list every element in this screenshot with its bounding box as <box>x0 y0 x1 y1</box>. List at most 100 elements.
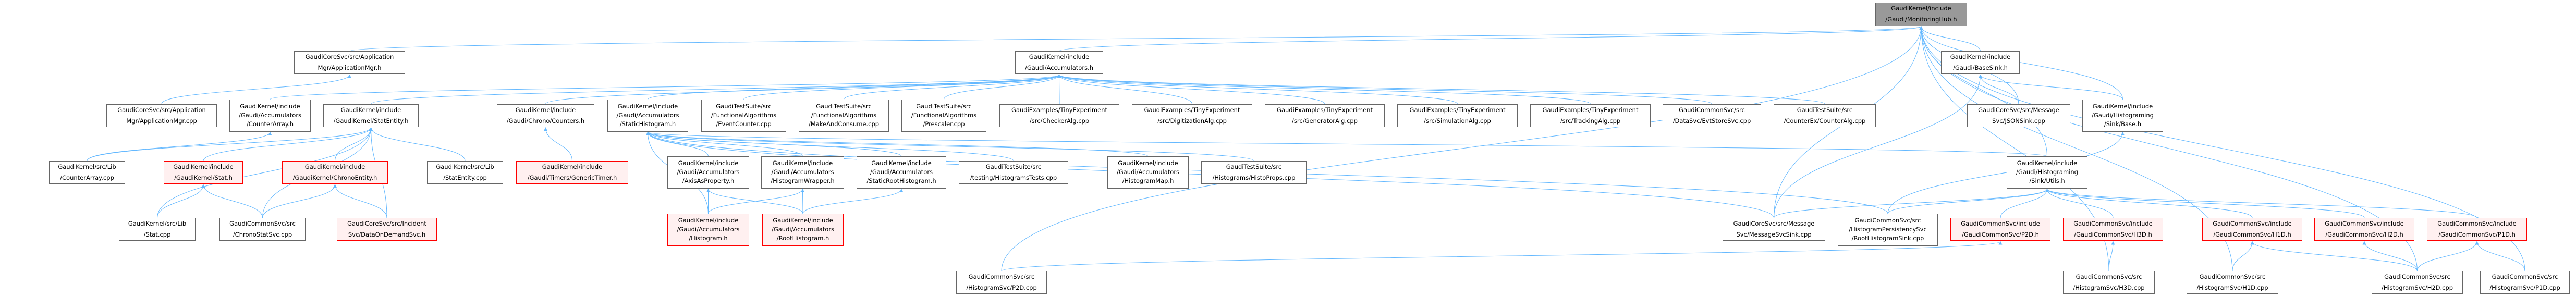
graph-node-basesink[interactable]: GaudiKernel/include/Gaudi/BaseSink.h <box>1941 51 2020 75</box>
graph-node-simulation[interactable]: GaudiExamples/TinyExperiment/src/Simulat… <box>1397 104 1518 127</box>
node-label-line: GaudiTestSuite/src <box>1226 163 1282 170</box>
node-label-line: /Gaudi/Accumulators <box>771 226 835 233</box>
graph-node-sinkbase[interactable]: GaudiKernel/include/Gaudi/Histograming/S… <box>2082 99 2163 132</box>
edge-simulation-to-acc <box>1057 74 1458 104</box>
graph-node-p1dcpp[interactable]: GaudiCommonSvc/src/HistogramSvc/P1D.cpp <box>2480 271 2570 294</box>
node-label-line: GaudiKernel/src/Lib <box>128 220 187 228</box>
node-label-line: /ChronoStatSvc.cpp <box>233 231 292 239</box>
graph-node-jsonsink[interactable]: GaudiCoreSvc/src/Message Svc/JSONSink.cpp <box>1967 104 2070 127</box>
graph-node-generator[interactable]: GaudiExamples/TinyExperiment/src/Generat… <box>1265 104 1385 127</box>
node-label-line: /Gaudi/Accumulators <box>677 168 740 176</box>
node-label-line: /HistogramPersistencySvc <box>1849 226 1927 233</box>
node-label-line: /Gaudi/BaseSink.h <box>1953 64 2008 72</box>
node-label-line: GaudiTestSuite/src <box>1797 106 1853 114</box>
graph-node-h1dcpp[interactable]: GaudiCommonSvc/src/HistogramSvc/H1D.cpp <box>2187 271 2278 294</box>
node-label-line: GaudiKernel/include <box>871 159 932 167</box>
graph-node-h2dh[interactable]: GaudiCommonSvc/include/GaudiCommonSvc/H2… <box>2314 218 2414 241</box>
edge-counteralg-to-acc <box>1057 74 1825 104</box>
graph-node-roothisth[interactable]: GaudiKernel/include/Gaudi/Accumulators/R… <box>762 214 844 246</box>
edge-basesink-to-hub <box>1919 26 1981 52</box>
graph-node-appmgrcpp[interactable]: GaudiCoreSvc/src/Application Mgr/Applicat… <box>106 104 217 127</box>
graph-node-staticroot[interactable]: GaudiKernel/include/Gaudi/Accumulators/S… <box>857 156 946 189</box>
node-label-line: GaudiKernel/include <box>1950 53 2011 61</box>
graph-node-dataondemand[interactable]: GaudiCoreSvc/src/Incident Svc/DataOnDeman… <box>337 218 437 241</box>
node-label-line: /FunctionalAlgorithms <box>711 112 777 119</box>
node-label-line: /AxisAsProperty.h <box>682 177 735 185</box>
edge-h1dcpp-to-h1dh <box>2232 241 2254 271</box>
node-label-line: GaudiKernel/include <box>173 163 234 170</box>
node-label-line: GaudiTestSuite/src <box>985 163 1042 170</box>
node-label-line: /HistogramSvc/H2D.cpp <box>2381 284 2453 292</box>
node-label-line: GaudiCommonSvc/include <box>2073 220 2153 228</box>
node-label-line: /EventCounter.cpp <box>716 120 772 128</box>
graph-node-rootsink[interactable]: GaudiCommonSvc/src/HistogramPersistencyS… <box>1838 214 1938 246</box>
edge-digit-to-acc <box>1057 74 1192 104</box>
edge-h3dh-to-sinkutils <box>2045 189 2114 218</box>
graph-node-chronoentity[interactable]: GaudiKernel/include/GaudiKernel/ChronoEn… <box>282 160 388 184</box>
node-label-line: /CounterArray.h <box>246 120 294 128</box>
graph-node-counterarraycpp[interactable]: GaudiKernel/src/Lib/CounterArray.cpp <box>49 160 125 184</box>
node-label-line: /GaudiCommonSvc/H3D.h <box>2074 231 2152 239</box>
node-label-line: GaudiKernel/include <box>773 217 833 225</box>
node-label-line: GaudiExamples/TinyExperiment <box>1277 106 1373 114</box>
edge-eventcounter-to-acc <box>743 74 1061 100</box>
graph-node-histtests[interactable]: GaudiTestSuite/src/testing/HistogramsTes… <box>959 160 1068 184</box>
edge-generator-to-acc <box>1057 74 1325 104</box>
graph-node-statentitycpp[interactable]: GaudiKernel/src/Lib/StatEntity.cpp <box>427 160 503 184</box>
node-label-line: /src/TrackingAlg.cpp <box>1560 117 1621 125</box>
graph-node-counteralg[interactable]: GaudiTestSuite/src/CounterEx/CounterAlg.… <box>1774 104 1876 127</box>
graph-node-evtstore[interactable]: GaudiCommonSvc/src/DataSvc/EvtStoreSvc.c… <box>1663 104 1761 127</box>
node-label-line: GaudiCommonSvc/src <box>2492 273 2558 281</box>
edge-makeconsume-to-acc <box>844 74 1061 100</box>
graph-node-h3dh[interactable]: GaudiCommonSvc/include/GaudiCommonSvc/H3… <box>2063 218 2163 241</box>
node-label-line: /Gaudi/Histograming <box>2016 168 2078 176</box>
node-label-line: GaudiCommonSvc/include <box>1961 220 2040 228</box>
node-label-line: /GaudiCommonSvc/H2D.h <box>2325 231 2403 239</box>
graph-node-counterarrayh[interactable]: GaudiKernel/include/Gaudi/Accumulators/C… <box>229 99 311 132</box>
graph-node-msgsink[interactable]: GaudiCoreSvc/src/Message Svc/MessageSvcSi… <box>1723 218 1825 241</box>
edge-sinkbase-to-basesink <box>1979 74 2123 100</box>
graph-node-hub[interactable]: GaudiKernel/include/Gaudi/MonitoringHub.… <box>1875 2 1967 26</box>
graph-node-histmap[interactable]: GaudiKernel/include/Gaudi/Accumulators/H… <box>1107 156 1189 189</box>
graph-node-tracking[interactable]: GaudiExamples/TinyExperiment/src/Trackin… <box>1530 104 1651 127</box>
graph-node-h2dcpp[interactable]: GaudiCommonSvc/src/HistogramSvc/H2D.cpp <box>2372 271 2463 294</box>
edge-statichist-to-acc <box>648 74 1061 100</box>
node-label-line: /GaudiCommonSvc/H1D.h <box>2213 231 2291 239</box>
graph-node-histwrapper[interactable]: GaudiKernel/include/Gaudi/Accumulators/H… <box>761 156 844 189</box>
graph-node-stath[interactable]: GaudiKernel/include/GaudiKernel/Stat.h <box>164 160 243 184</box>
node-label-line: /Gaudi/Accumulators.h <box>1024 64 1094 72</box>
edge-roothisth-to-staticroot <box>802 189 904 214</box>
graph-node-h3dcpp[interactable]: GaudiCommonSvc/src/HistogramSvc/H3D.cpp <box>2063 271 2155 294</box>
graph-node-statcpp[interactable]: GaudiKernel/src/Lib/Stat.cpp <box>119 218 196 241</box>
graph-node-eventcounter[interactable]: GaudiTestSuite/src/FunctionalAlgorithms /… <box>701 99 786 132</box>
graph-node-p2dh[interactable]: GaudiCommonSvc/include/GaudiCommonSvc/P2… <box>1950 218 2050 241</box>
graph-node-appmgrh[interactable]: GaudiCoreSvc/src/Application Mgr/Applicat… <box>294 51 405 75</box>
graph-node-digit[interactable]: GaudiExamples/TinyExperiment/src/Digitiz… <box>1132 104 1252 127</box>
graph-node-axisprop[interactable]: GaudiKernel/include/Gaudi/Accumulators/A… <box>667 156 749 189</box>
edge-msgsink-to-basesink <box>1774 74 1982 218</box>
edge-msgsink-to-sinkutils <box>1774 189 2049 218</box>
graph-node-histoprops[interactable]: GaudiTestSuite/src/Histograms/HistoProps… <box>1201 160 1307 184</box>
graph-node-p1dh[interactable]: GaudiCommonSvc/include/GaudiCommonSvc/P1… <box>2427 218 2527 241</box>
graph-node-prescaler[interactable]: GaudiTestSuite/src/FunctionalAlgorithms /… <box>901 99 986 132</box>
node-label-line: GaudiKernel/src/Lib <box>58 163 116 170</box>
node-label-line: GaudiExamples/TinyExperiment <box>1542 106 1639 114</box>
graph-node-p2dcpp[interactable]: GaudiCommonSvc/src/HistogramSvc/P2D.cpp <box>956 271 1047 294</box>
node-label-line: GaudiKernel/include <box>515 106 576 114</box>
graph-node-acc[interactable]: GaudiKernel/include/Gaudi/Accumulators.h <box>1015 51 1103 75</box>
graph-node-statentityh[interactable]: GaudiKernel/include/GaudiKernel/StatEnti… <box>323 104 419 127</box>
graph-node-makeconsume[interactable]: GaudiTestSuite/src/FunctionalAlgorithms /… <box>799 99 889 132</box>
graph-node-countersh[interactable]: GaudiKernel/include/Gaudi/Chrono/Counter… <box>497 104 594 127</box>
graph-node-generictimer[interactable]: GaudiKernel/include/Gaudi/Timers/Generic… <box>516 160 628 184</box>
graph-node-histogramh[interactable]: GaudiKernel/include/Gaudi/Accumulators/H… <box>667 214 749 246</box>
node-label-line: /HistogramWrapper.h <box>771 177 835 185</box>
node-label-line: /Sink/Utils.h <box>2029 177 2065 185</box>
node-label-line: /RootHistogramSink.cpp <box>1851 234 1924 242</box>
graph-node-statichist[interactable]: GaudiKernel/include/Gaudi/Accumulators/S… <box>607 99 688 132</box>
graph-node-chronostat[interactable]: GaudiCommonSvc/src/ChronoStatSvc.cpp <box>219 218 306 241</box>
graph-node-sinkutils[interactable]: GaudiKernel/include/Gaudi/Histograming/S… <box>2007 156 2087 189</box>
graph-node-h1dh[interactable]: GaudiCommonSvc/include/GaudiCommonSvc/H1… <box>2202 218 2302 241</box>
graph-node-checker[interactable]: GaudiExamples/TinyExperiment/src/Checker… <box>999 104 1119 127</box>
edge-h1dh-to-sinkutils <box>2045 189 2253 218</box>
